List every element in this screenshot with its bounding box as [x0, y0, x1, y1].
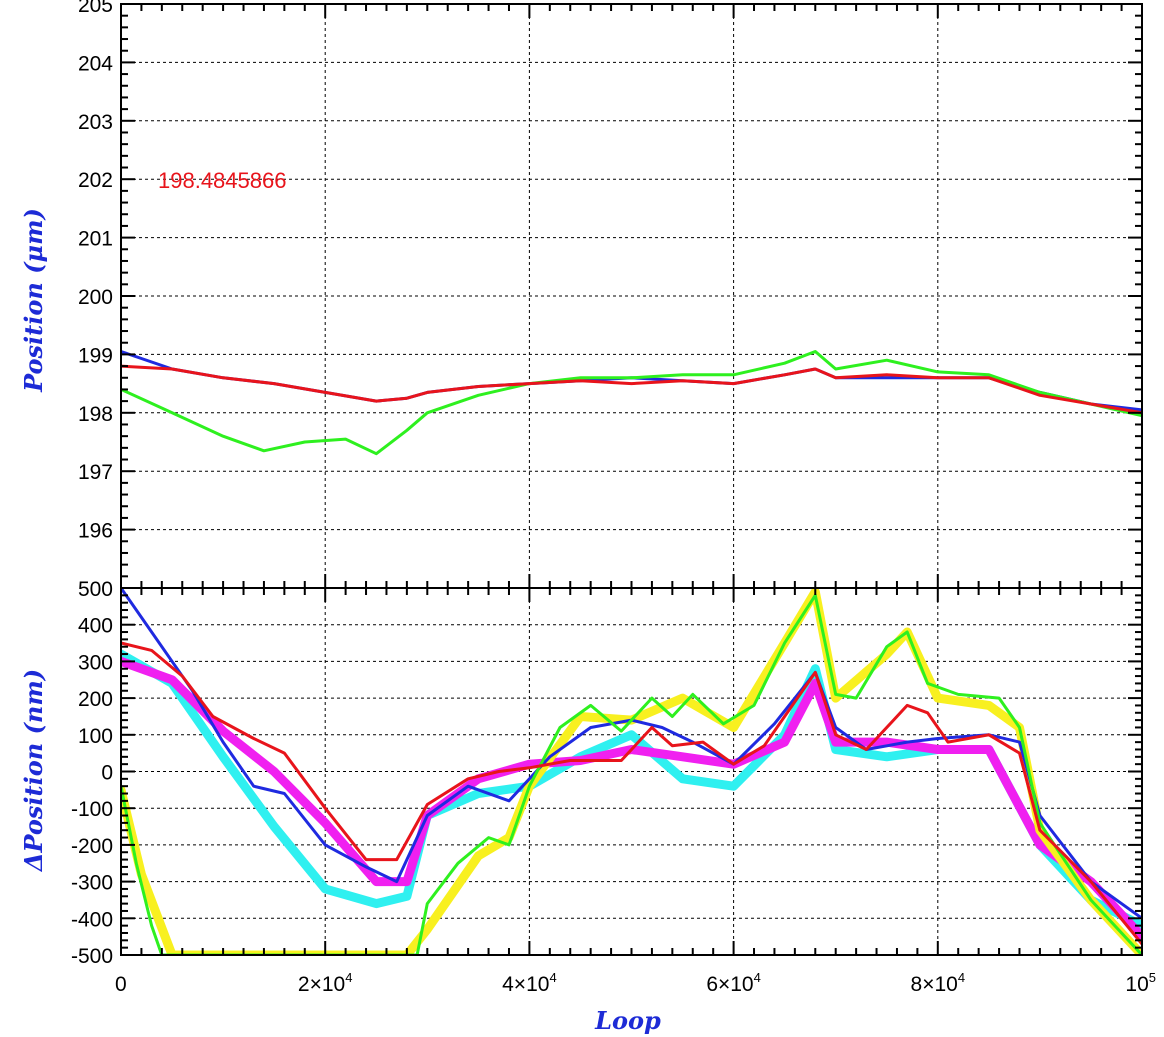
- y-tick-label: 202: [78, 169, 113, 192]
- top-panel-grid: [121, 4, 1142, 588]
- y-tick-label: 205: [78, 0, 113, 17]
- series-line-red: [121, 364, 1142, 415]
- y-tick-label: -100: [71, 798, 113, 821]
- x-tick-label: 8×104: [911, 970, 966, 996]
- y-axis-title-bottom: ΔPosition (nm): [19, 669, 48, 872]
- x-tick-label: 2×104: [298, 970, 353, 996]
- y-tick-label: -500: [71, 945, 113, 968]
- y-tick-label: 199: [78, 344, 113, 367]
- x-axis-title: Loop: [594, 1006, 661, 1035]
- axis-ticks: [120, 3, 1143, 956]
- x-tick-label: 0: [115, 973, 127, 996]
- series-line-red: [121, 641, 1142, 946]
- y-tick-label: 500: [78, 578, 113, 601]
- top-panel-series: [121, 350, 1142, 456]
- y-tick-label: 204: [78, 52, 113, 75]
- y-tick-label: -200: [71, 835, 113, 858]
- y-tick-label: 100: [78, 725, 113, 748]
- y-tick-label: 0: [101, 762, 113, 785]
- bottom-panel-series: [121, 588, 1142, 955]
- y-tick-label: 400: [78, 615, 113, 638]
- panel-frames: [120, 3, 1143, 956]
- series-line-green: [121, 350, 1142, 456]
- x-tick-label: 4×104: [502, 970, 557, 996]
- y-tick-label: 196: [78, 520, 113, 543]
- y-tick-label: 200: [78, 286, 113, 309]
- annotation-value: 198.4845866: [158, 168, 286, 193]
- y-tick-label: 201: [78, 228, 113, 251]
- x-tick-label: 6×104: [706, 970, 761, 996]
- y-tick-label: 198: [78, 403, 113, 426]
- x-tick-label: 105: [1125, 970, 1156, 996]
- series-line-blue: [121, 350, 1142, 412]
- y-tick-label: 203: [78, 111, 113, 134]
- y-tick-label: 300: [78, 651, 113, 674]
- axis-tick-labels: 196 197 198 199 200 201 202 203 204 205 -500 -400 -3…: [71, 0, 1156, 996]
- y-axis-title-top: Position (μm): [19, 208, 48, 393]
- y-tick-label: -400: [71, 908, 113, 931]
- series-line-green: [121, 593, 1142, 955]
- y-tick-label: 200: [78, 688, 113, 711]
- y-tick-label: 197: [78, 461, 113, 484]
- y-tick-label: -300: [71, 872, 113, 895]
